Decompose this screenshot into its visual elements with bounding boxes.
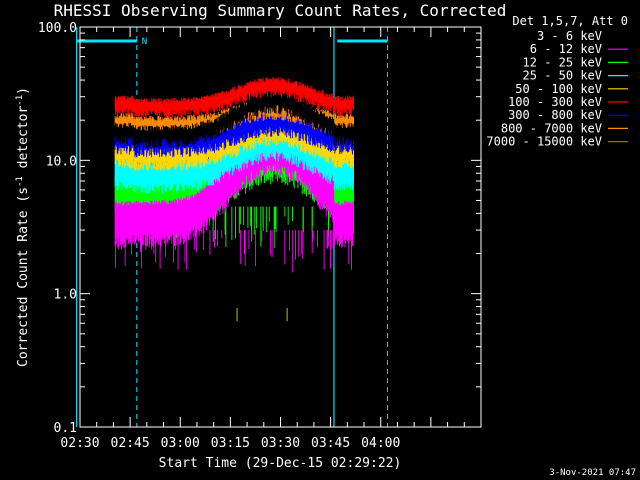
y-tick-label: 1.0: [54, 288, 77, 303]
timestamp: 3-Nov-2021 07:47: [549, 468, 636, 478]
plot-layer: N: [76, 27, 388, 427]
series-trace-4: [114, 119, 354, 171]
x-tick-label: 02:45: [111, 436, 150, 451]
y-axis-label: Corrected Count Rate (s-1 detector-1): [15, 87, 31, 367]
y-tick-label: 10.0: [46, 154, 77, 169]
legend-label-1: 6 - 12 keV: [530, 42, 602, 56]
y-tick-label: 0.1: [54, 421, 77, 436]
chart-title: RHESSI Observing Summary Count Rates, Co…: [54, 1, 507, 20]
x-tick-label: 03:00: [161, 436, 200, 451]
series-5: [114, 76, 354, 119]
series-4: [114, 119, 354, 171]
x-tick-label: 03:45: [311, 436, 350, 451]
y-axis: 100.0 10.0 1.0 0.1: [38, 21, 481, 436]
legend-label-2: 12 - 25 keV: [523, 55, 602, 69]
x-tick-label: 03:30: [261, 436, 300, 451]
x-tick-label: 04:00: [361, 436, 400, 451]
legend-label-7: 800 - 7000 keV: [501, 121, 602, 135]
night-marker-label: N: [142, 37, 147, 47]
series-0: [114, 92, 354, 149]
y-tick-label: 100.0: [38, 21, 77, 36]
series-trace-0: [114, 92, 354, 149]
x-axis-label: Start Time (29-Dec-15 02:29:22): [159, 456, 402, 471]
x-tick-label: 02:30: [60, 436, 99, 451]
x-tick-label: 03:15: [211, 436, 250, 451]
legend-label-8: 7000 - 15000 keV: [486, 135, 602, 149]
legend-label-5: 100 - 300 keV: [508, 95, 602, 109]
legend-label-0: 3 - 6 keV: [537, 29, 602, 43]
legend-label-6: 300 - 800 keV: [508, 108, 602, 122]
x-axis: 02:30 02:45 03:00 03:15 03:30 03:45 04:00: [60, 27, 482, 451]
legend-label-3: 25 - 50 keV: [523, 69, 602, 83]
legend-label-4: 50 - 100 keV: [515, 82, 602, 96]
series-trace-5: [114, 76, 354, 119]
legend-header: Det 1,5,7, Att 0: [512, 14, 628, 28]
